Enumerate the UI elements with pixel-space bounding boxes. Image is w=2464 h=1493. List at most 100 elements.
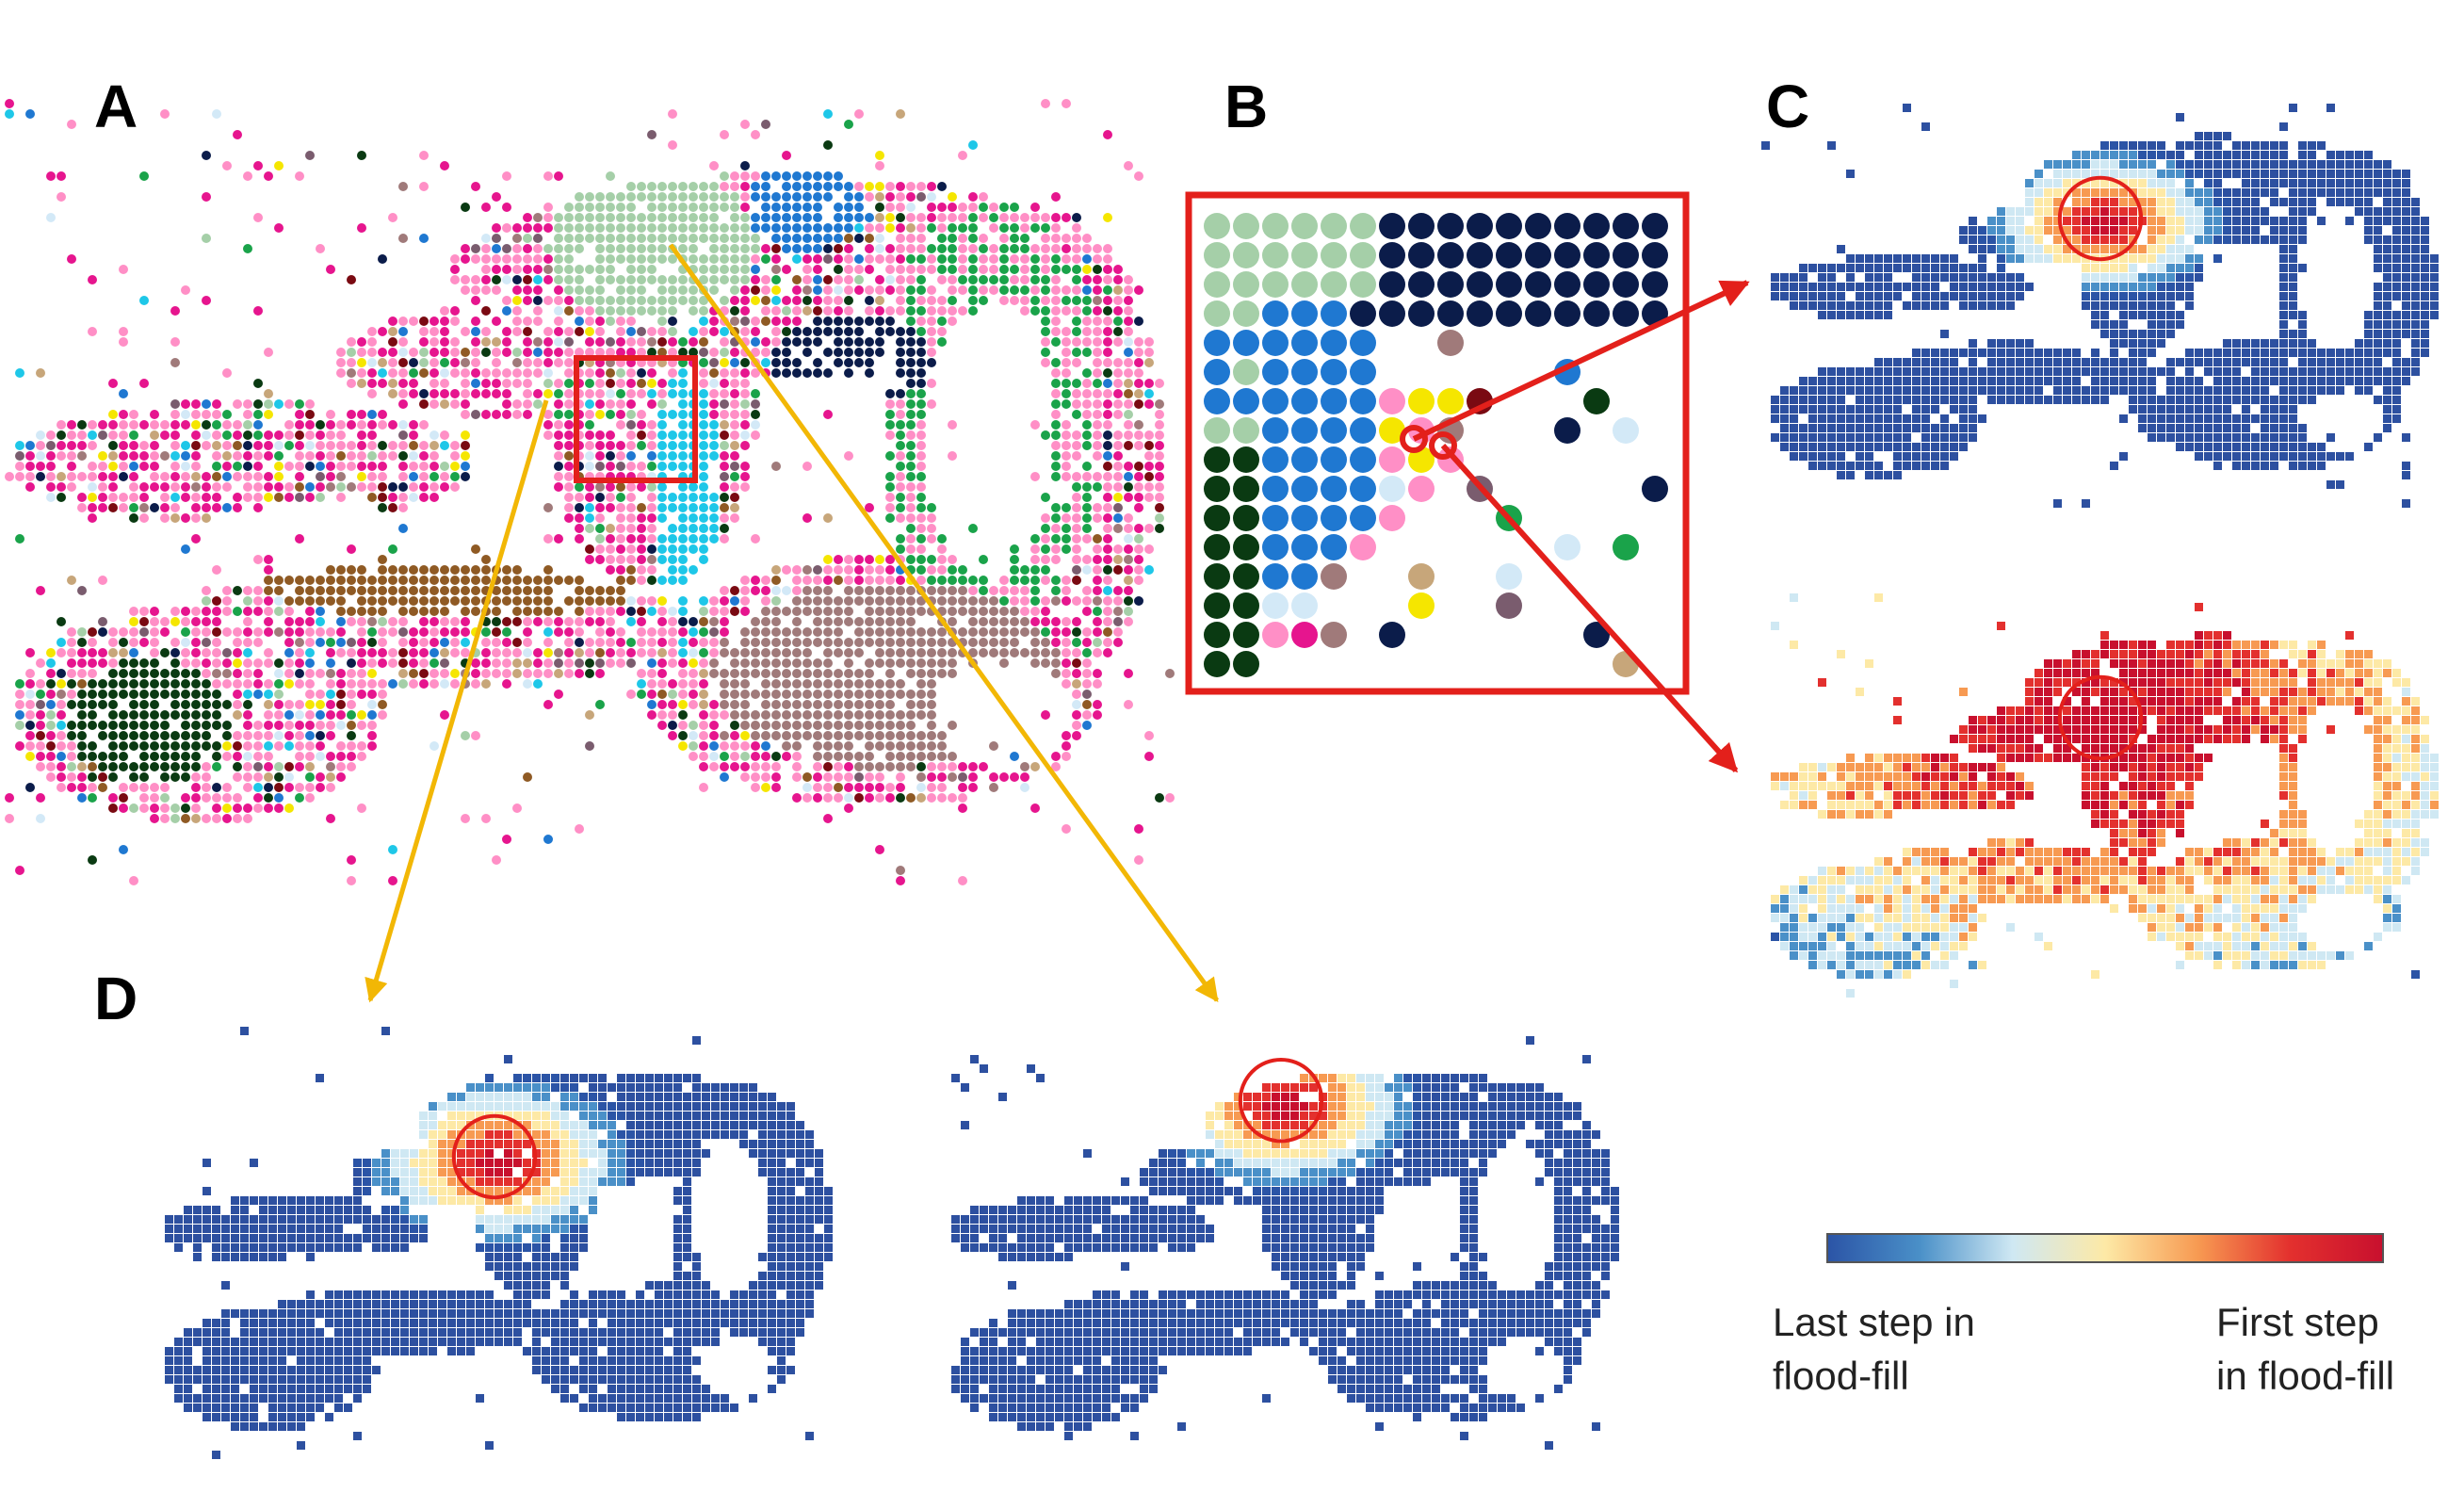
tissue-spot-3060 <box>46 679 56 689</box>
tissue-spot-3127 <box>885 679 895 689</box>
tissue-spot-452 <box>906 254 916 264</box>
tissue-spot-1370 <box>222 420 232 430</box>
tissue-spot-2967 <box>1051 658 1061 668</box>
panelC1-cell-0 <box>1903 104 1911 112</box>
tissue-spot-1580 <box>170 451 180 461</box>
tissue-spot-300 <box>554 234 563 243</box>
tissue-spot-1998 <box>1113 513 1123 523</box>
tissue-spot-3458 <box>77 741 87 751</box>
panelC1-cell-24 <box>2232 141 2241 150</box>
tissue-spot-1497 <box>77 441 87 450</box>
panelC1-cell-933 <box>2044 367 2052 376</box>
tissue-spot-3287 <box>295 710 304 720</box>
tissue-spot-839 <box>564 327 574 336</box>
tissue-spot-1741 <box>409 472 418 481</box>
tissue-spot-3503 <box>875 741 884 751</box>
panelC1-cell-892 <box>2242 358 2250 366</box>
tissue-spot-2977 <box>108 669 118 678</box>
tissue-spot-927 <box>875 337 884 347</box>
tissue-spot-3296 <box>440 710 449 720</box>
tissue-spot-2091 <box>1072 544 1081 554</box>
tissue-spot-3447 <box>927 731 936 740</box>
tissue-spot-1053 <box>813 358 822 367</box>
panelC1-cell-195 <box>2213 188 2222 197</box>
tissue-spot-972 <box>616 348 625 357</box>
tissue-spot-917 <box>761 337 770 347</box>
tissue-spot-2430 <box>1113 596 1123 606</box>
tissue-spot-1632 <box>1093 451 1102 461</box>
tissue-spot-3328 <box>1093 710 1102 720</box>
panelC1-cell-642 <box>1912 292 1921 300</box>
panelC1-cell-824 <box>2053 349 2062 357</box>
panelC1-cell-903 <box>2355 358 2363 366</box>
panelC1-cell-542 <box>1818 273 1826 282</box>
panelC1-cell-306 <box>2119 217 2128 225</box>
tissue-spot-1442 <box>284 430 294 440</box>
tissue-spot-3486 <box>585 741 594 751</box>
panelC1-cell-78 <box>2204 160 2213 169</box>
tissue-spot-1668 <box>398 462 408 471</box>
panelC1-cell-966 <box>2383 367 2391 376</box>
tissue-spot-3731 <box>181 793 190 803</box>
tissue-spot-3628 <box>57 772 66 782</box>
tissue-spot-676 <box>720 296 729 305</box>
panelC1-cell-664 <box>2176 292 2184 300</box>
panelC1-cell-575 <box>2383 273 2391 282</box>
tissue-spot-228 <box>1020 213 1029 222</box>
tissue-spot-189 <box>595 213 605 222</box>
tissue-spot-1106 <box>678 368 688 378</box>
tissue-spot-3358 <box>336 721 346 730</box>
tissue-spot-2885 <box>67 658 76 668</box>
tissue-spot-482 <box>554 265 563 274</box>
tissue-spot-1283 <box>1051 399 1061 409</box>
tissue-spot-223 <box>968 213 978 222</box>
panelC1-cell-129 <box>2326 170 2335 178</box>
tissue-spot-186 <box>564 213 574 222</box>
tissue-spot-1964 <box>160 513 170 523</box>
panelC1-cell-326 <box>2317 217 2326 225</box>
tissue-spot-1356 <box>77 420 87 430</box>
tissue-spot-3402 <box>160 731 170 740</box>
tissue-spot-3734 <box>212 793 221 803</box>
tissue-spot-116 <box>771 192 781 202</box>
panelC1-cell-497 <box>1818 264 1826 272</box>
tissue-spot-3040 <box>834 669 843 678</box>
tissue-spot-3243 <box>740 700 750 709</box>
tissue-spot-3513 <box>36 752 45 761</box>
tissue-spot-2920 <box>471 658 480 668</box>
tissue-spot-1231 <box>1093 389 1102 398</box>
tissue-spot-3582 <box>170 762 180 771</box>
tissue-spot-3622 <box>968 762 978 771</box>
tissue-spot-949 <box>378 348 387 357</box>
panelC1-cell-968 <box>2402 367 2410 376</box>
tissue-spot-3688 <box>191 783 201 792</box>
tissue-spot-1199 <box>502 389 511 398</box>
tissue-spot-1889 <box>668 493 677 502</box>
tissue-spot-2338 <box>999 586 1009 595</box>
tissue-spot-1585 <box>233 451 242 461</box>
tissue-spot-3270 <box>88 710 97 720</box>
tissue-spot-3211 <box>139 700 149 709</box>
tissue-spot-905 <box>626 337 636 347</box>
tissue-spot-3268 <box>57 710 66 720</box>
panelC1-cell-639 <box>1874 292 1883 300</box>
tissue-spot-3696 <box>284 783 294 792</box>
tissue-spot-1298 <box>170 410 180 419</box>
tissue-spot-942 <box>1134 337 1143 347</box>
tissue-spot-208 <box>802 213 812 222</box>
tissue-spot-3050 <box>1051 669 1061 678</box>
tissue-spot-1306 <box>264 410 273 419</box>
tissue-spot-628 <box>875 285 884 295</box>
tissue-spot-3124 <box>854 679 864 689</box>
tissue-spot-2705 <box>202 638 211 647</box>
tissue-spot-409 <box>67 254 76 264</box>
tissue-spot-1225 <box>906 389 916 398</box>
panelC1-cell-923 <box>1950 367 1958 376</box>
tissue-spot-1277 <box>751 399 760 409</box>
tissue-spot-3702 <box>751 783 760 792</box>
panelC1-cell-929 <box>2006 367 2015 376</box>
tissue-spot-3312 <box>802 710 812 720</box>
tissue-spot-3199 <box>1082 690 1092 699</box>
tissue-spot-2239 <box>751 576 760 585</box>
panelC1-cell-299 <box>2053 217 2062 225</box>
